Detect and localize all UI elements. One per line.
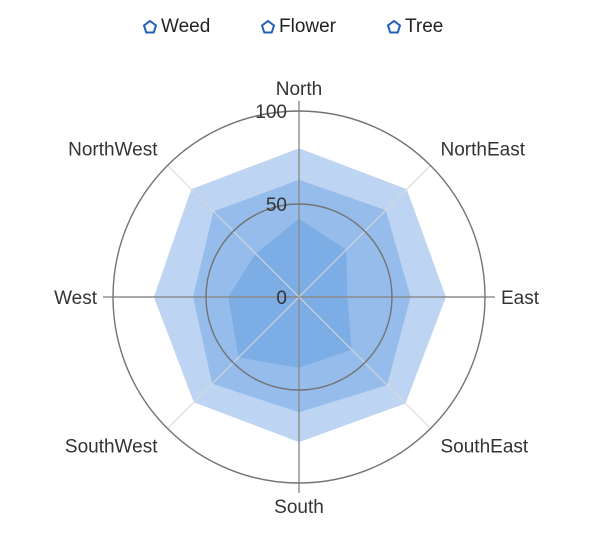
pentagon-icon bbox=[386, 19, 402, 34]
axis-label-east: East bbox=[501, 288, 540, 309]
pentagon-icon bbox=[260, 19, 276, 34]
legend-item-weed[interactable]: Weed bbox=[142, 16, 210, 38]
axis-label-southeast: SouthEast bbox=[441, 437, 529, 458]
radial-tick-label: 50 bbox=[266, 195, 287, 216]
radial-tick-label: 0 bbox=[276, 288, 287, 309]
axis-label-south: South bbox=[274, 497, 324, 518]
legend-label-flower: Flower bbox=[279, 16, 337, 37]
series-area-weed bbox=[228, 218, 352, 368]
legend-label-tree: Tree bbox=[405, 16, 444, 37]
axis-label-west: West bbox=[54, 288, 98, 309]
axis-label-northeast: NorthEast bbox=[441, 140, 526, 161]
grid-layer bbox=[103, 101, 495, 493]
axis-label-north: North bbox=[276, 79, 322, 100]
legend-label-weed: Weed bbox=[161, 16, 211, 37]
axis-label-southwest: SouthWest bbox=[65, 437, 158, 458]
legend-item-tree[interactable]: Tree bbox=[386, 16, 443, 38]
axis-label-northwest: NorthWest bbox=[68, 140, 158, 161]
legend-item-flower[interactable]: Flower bbox=[260, 16, 336, 38]
grid-circle-50 bbox=[205, 203, 393, 391]
legend: Weed Flower Tree bbox=[0, 16, 600, 42]
radial-tick-label: 100 bbox=[255, 102, 287, 123]
pentagon-icon bbox=[142, 19, 158, 34]
grid-circle-100 bbox=[112, 110, 486, 484]
